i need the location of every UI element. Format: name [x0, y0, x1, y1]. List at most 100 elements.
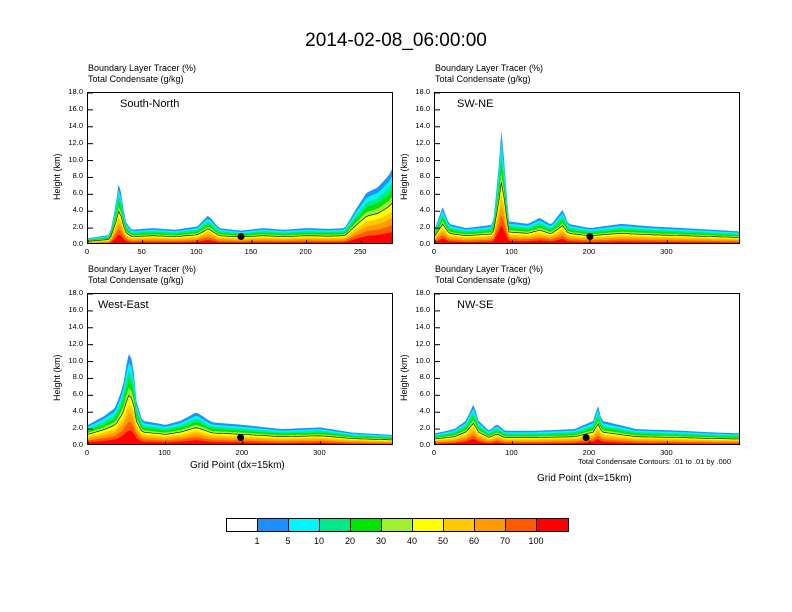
colorbar [226, 518, 569, 532]
colorbar-label: 20 [344, 536, 355, 546]
colorbar-label: 50 [437, 536, 448, 546]
location-marker [582, 434, 590, 442]
y-tick-label: 12.0 [68, 338, 83, 348]
y-tick-label: 16.0 [415, 103, 430, 113]
contour-note: Total Condensate Contours: .01 to .01 by… [578, 457, 732, 466]
y-tick-label: 6.0 [72, 389, 83, 399]
tracer-band-level-7 [435, 194, 739, 243]
y-tick-label: 6.0 [419, 188, 430, 198]
tracer-band-level-8 [435, 204, 739, 243]
y-tick-label: 14.0 [415, 120, 430, 130]
panel-0-label: South-North [120, 98, 180, 110]
x-tick-label: 100 [190, 247, 203, 256]
panel-south-north [87, 92, 393, 244]
tracer-band-level-10 [435, 438, 739, 444]
panel-2-xlabel: Grid Point (dx=15km) [190, 460, 285, 471]
x-tick-label: 200 [235, 448, 249, 457]
colorbar-cell-10 [537, 519, 568, 531]
y-tick-label: 8.0 [72, 372, 83, 382]
x-tick-label: 300 [313, 448, 326, 457]
y-tick-label: 8.0 [419, 171, 430, 181]
y-tick-label: 12.0 [415, 338, 430, 348]
x-tick-label: 50 [137, 247, 146, 256]
y-tick-label: 0.0 [72, 239, 83, 248]
colorbar-label: 60 [468, 536, 479, 546]
figure-title: 2014-02-08_06:00:00 [305, 30, 487, 51]
panel-2-label: West-East [98, 299, 149, 311]
y-tick-label: 6.0 [72, 188, 83, 198]
panel-3-xlabel: Grid Point (dx=15km) [537, 473, 632, 484]
y-tick-label: 4.0 [419, 406, 430, 416]
y-tick-label: 10.0 [415, 355, 430, 365]
x-tick-label: 300 [660, 448, 673, 457]
colorbar-cell-2 [289, 519, 320, 531]
y-tick-label: 2.0 [419, 423, 430, 433]
panel-2-plot [88, 294, 392, 444]
y-tick-label: 2.0 [72, 423, 83, 433]
x-tick-label: 100 [158, 448, 171, 457]
y-tick-label: 18.0 [68, 87, 83, 96]
x-tick-label: 200 [299, 247, 312, 256]
y-tick-label: 8.0 [419, 372, 430, 382]
x-tick-label: 0 [431, 247, 437, 256]
colorbar-label: 5 [285, 536, 291, 546]
x-tick-label: 0 [84, 247, 90, 256]
x-tick-label: 200 [582, 448, 596, 457]
tracer-band-level-8 [435, 431, 739, 444]
x-tick-label: 150 [244, 247, 258, 256]
panel-1-title-line2: Total Condensate (g/kg) [435, 74, 531, 84]
panel-1-plot [435, 93, 739, 243]
x-tick-label: 100 [505, 247, 518, 256]
panel-3-label: NW-SE [457, 299, 494, 311]
y-tick-label: 0.0 [419, 440, 430, 449]
y-tick-label: 16.0 [415, 304, 430, 314]
colorbar-cell-6 [413, 519, 444, 531]
panel-1-title: Boundary Layer Tracer (%) Total Condensa… [435, 63, 543, 85]
y-tick-label: 2.0 [419, 222, 430, 232]
y-tick-label: 0.0 [72, 440, 83, 449]
y-tick-label: 10.0 [68, 154, 83, 164]
colorbar-cell-3 [320, 519, 351, 531]
x-tick-label: 0 [431, 448, 437, 457]
x-tick-label: 0 [84, 448, 90, 457]
panel-sw-ne [434, 92, 740, 244]
colorbar-label: 10 [313, 536, 324, 546]
panel-nw-se [434, 293, 740, 445]
colorbar-label: 40 [406, 536, 417, 546]
panel-3-title-line2: Total Condensate (g/kg) [435, 275, 531, 285]
location-marker [237, 434, 245, 442]
panel-2-title-line1: Boundary Layer Tracer (%) [88, 264, 197, 274]
panel-west-east [87, 293, 393, 445]
y-tick-label: 16.0 [68, 304, 83, 314]
panel-1-title-line1: Boundary Layer Tracer (%) [435, 63, 544, 73]
y-tick-label: 4.0 [72, 406, 83, 416]
y-tick-label: 18.0 [415, 288, 430, 297]
condensate-contour [435, 422, 739, 440]
colorbar-cell-1 [258, 519, 289, 531]
y-tick-label: 18.0 [68, 288, 83, 297]
y-tick-label: 4.0 [72, 205, 83, 215]
y-tick-label: 0.0 [419, 239, 430, 248]
tracer-band-level-1 [435, 131, 739, 243]
x-tick-label: 250 [353, 247, 367, 256]
y-tick-label: 8.0 [72, 171, 83, 181]
colorbar-label: 1 [254, 536, 260, 546]
colorbar-cell-4 [351, 519, 382, 531]
y-tick-label: 12.0 [68, 137, 83, 147]
panel-0-title-line1: Boundary Layer Tracer (%) [88, 63, 197, 73]
colorbar-label: 100 [528, 536, 544, 546]
colorbar-cell-0 [227, 519, 258, 531]
y-tick-label: 10.0 [415, 154, 430, 164]
y-tick-label: 14.0 [415, 321, 430, 331]
y-tick-label: 14.0 [68, 120, 83, 130]
panel-2-title-line2: Total Condensate (g/kg) [88, 275, 184, 285]
tracer-band-level-10 [109, 231, 392, 243]
y-tick-label: 4.0 [419, 205, 430, 215]
y-tick-label: 6.0 [419, 389, 430, 399]
panel-0-plot [88, 93, 392, 243]
x-tick-label: 100 [505, 448, 518, 457]
tracer-band-level-7 [435, 427, 739, 444]
y-tick-label: 18.0 [415, 87, 430, 96]
colorbar-cell-7 [444, 519, 475, 531]
y-tick-label: 16.0 [68, 103, 83, 113]
